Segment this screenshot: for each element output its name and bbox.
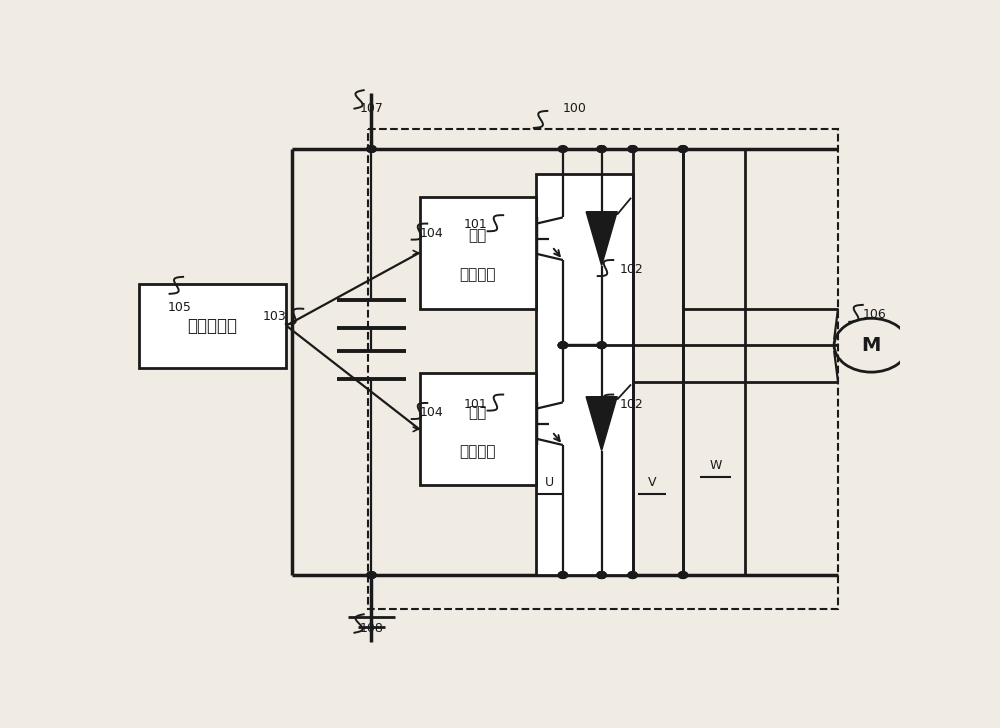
Circle shape [597,146,606,152]
Text: 100: 100 [563,102,587,115]
Circle shape [628,571,637,579]
Circle shape [367,146,376,152]
Circle shape [597,342,606,349]
Circle shape [367,571,376,579]
Circle shape [628,146,637,152]
Text: U: U [545,476,554,489]
Circle shape [367,146,376,152]
Circle shape [558,571,568,579]
Text: 102: 102 [619,263,643,276]
Polygon shape [586,212,617,266]
Text: 驱动装置: 驱动装置 [459,268,496,282]
Bar [368,130,838,609]
Bar [536,174,633,575]
Circle shape [628,571,637,579]
Text: 104: 104 [420,406,443,419]
Circle shape [678,146,688,152]
Circle shape [678,571,688,579]
Circle shape [597,571,606,579]
Bar [139,284,286,368]
Text: 105: 105 [168,301,192,314]
Circle shape [367,571,376,579]
Polygon shape [586,397,617,451]
Text: 104: 104 [420,226,443,240]
Text: 103: 103 [262,309,286,323]
Circle shape [597,342,606,349]
Circle shape [678,146,688,152]
Text: 106: 106 [863,308,887,321]
Text: 107: 107 [360,102,383,115]
Bar [633,149,683,575]
Circle shape [558,342,568,349]
Circle shape [597,571,606,579]
Text: 栅极: 栅极 [468,229,487,243]
Bar [420,373,536,486]
Text: V: V [648,476,656,489]
Text: 栅极: 栅极 [468,405,487,420]
Circle shape [597,146,606,152]
Bar [683,149,745,575]
Circle shape [597,571,606,579]
Circle shape [678,571,688,579]
Text: 108: 108 [360,622,383,636]
Text: 102: 102 [619,397,643,411]
Bar [420,197,536,309]
Circle shape [558,571,568,579]
Text: 驱动装置: 驱动装置 [459,444,496,459]
Text: 101: 101 [464,218,488,232]
Text: 101: 101 [464,397,488,411]
Text: W: W [709,459,722,472]
Text: M: M [862,336,881,355]
Circle shape [558,146,568,152]
Text: 指令逻辑部: 指令逻辑部 [188,317,238,335]
Circle shape [558,342,568,349]
Circle shape [628,146,637,152]
Circle shape [558,342,568,349]
